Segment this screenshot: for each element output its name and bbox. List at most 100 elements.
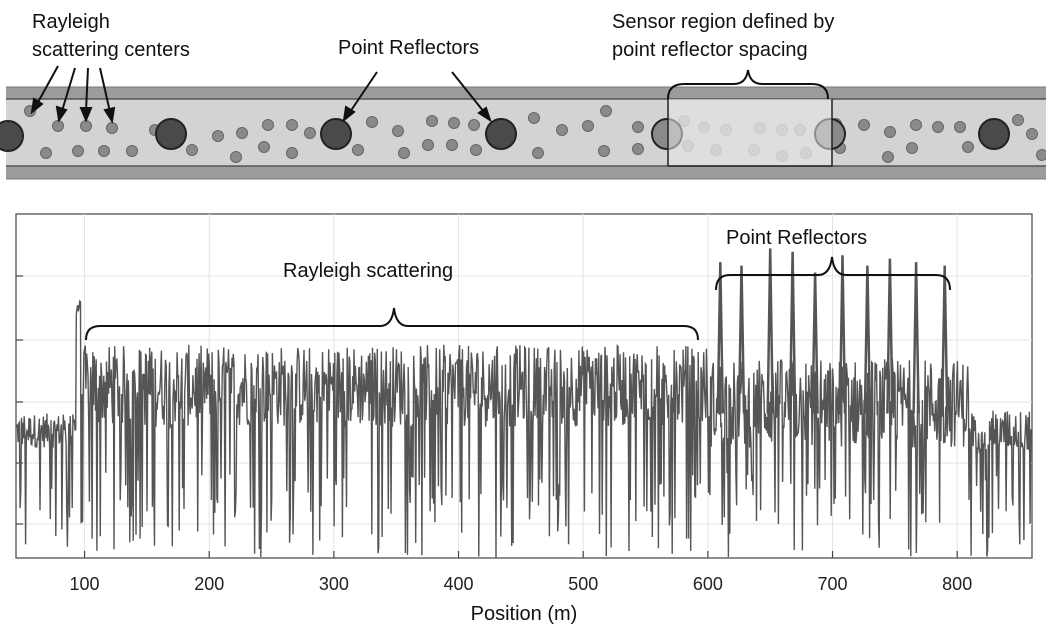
point-reflector-circle [0,120,24,152]
sensor-region-box [667,99,833,167]
scattering-center-dot [598,145,610,157]
reflector-peak [863,265,872,414]
scattering-center-dot [556,124,568,136]
scattering-center-dot [600,105,612,117]
reflector-peak [737,265,746,414]
x-tick-label: 700 [818,574,848,594]
x-tick-label: 600 [693,574,723,594]
point-reflectors-diagram [0,118,1010,152]
scattering-center-dot [906,142,918,154]
rayleigh-centers-label-1: Rayleigh [32,11,110,33]
reflector-peak [716,262,725,414]
scattering-center-dot [106,122,118,134]
reflector-peak [811,272,819,414]
sensor-region-shade [668,99,832,166]
reflector-peaks [716,248,949,414]
scattering-center-dot [532,147,544,159]
reflector-peak [886,258,894,414]
scattering-center-dot [258,141,270,153]
arrows [30,65,492,124]
scattering-center-dot [448,117,460,129]
point-reflectors-label: Point Reflectors [338,37,479,59]
scattering-center-dot [632,121,644,133]
scattering-center-dot [1012,114,1024,126]
scattering-center-dot [52,120,64,132]
arrow-rayleigh-3 [85,67,89,112]
arrow-reflector-1-head [342,105,356,123]
reflector-peak [940,265,949,414]
scattering-center-dot [858,119,870,131]
point-reflector-circle [320,118,352,150]
arrow-rayleigh-1 [36,65,59,105]
scattering-center-dot [286,119,298,131]
reflector-peak [838,255,847,414]
arrow-rayleigh-4 [99,67,111,113]
arrow-reflector-2 [451,71,485,113]
scattering-center-dot [632,143,644,155]
scattering-center-dot [426,115,438,127]
reflector-peak [766,248,774,414]
fiber-diagram: Rayleigh scattering centers Point Reflec… [0,11,1046,180]
scattering-center-dot [352,144,364,156]
scattering-center-dot [262,119,274,131]
scattering-center-dot [230,151,242,163]
point-reflectors-plot-label: Point Reflectors [726,227,867,249]
sensor-region-bracket [667,69,829,100]
reflector-peak [788,251,797,414]
sensor-region-label-2: point reflector spacing [612,39,808,61]
reflector-brace [715,256,951,291]
scattering-center-dot [72,145,84,157]
scattering-center-dot [582,120,594,132]
point-reflector-circle [485,118,517,150]
rayleigh-centers-label-2: scattering centers [32,39,190,61]
x-tick-label: 400 [444,574,474,594]
x-tick-label: 300 [319,574,349,594]
backscatter-plot: Rayleigh scattering Point Reflectors 100… [15,213,1033,625]
rayleigh-scattering-label: Rayleigh scattering [283,260,453,282]
x-tick-label: 100 [70,574,100,594]
scattering-center-dot [212,130,224,142]
scattering-center-dot [884,126,896,138]
scattering-center-dot [398,147,410,159]
scattering-center-dot [40,147,52,159]
arrow-rayleigh-4-head [103,106,116,124]
scattering-center-dot [366,116,378,128]
scattering-center-dot [528,112,540,124]
scattering-center-dot [126,145,138,157]
scattering-center-dot [422,139,434,151]
arrow-rayleigh-3-head [79,107,93,123]
sensor-region-label-1: Sensor region defined by [612,11,834,33]
backscatter-trace [15,299,1033,558]
scattering-center-dot [186,144,198,156]
scattering-center-dot [882,151,894,163]
scattering-center-dot [286,147,298,159]
x-axis-ticks: 100 200 300 400 500 600 700 800 [70,551,972,594]
arrow-rayleigh-2 [61,67,76,112]
y-tick-marks [16,275,23,525]
arrow-reflector-1 [349,71,378,113]
scattering-center-dot [954,121,966,133]
x-tick-label: 800 [942,574,972,594]
scattering-center-dot [932,121,944,133]
scattering-center-dot [468,119,480,131]
scattering-center-dot [392,125,404,137]
x-axis-label: Position (m) [471,603,578,625]
fiber-outer-bottom [6,166,1046,179]
scattering-center-dot [470,144,482,156]
scattering-center-dot [962,141,974,153]
point-reflector-circle [155,118,187,150]
fiber-outer-top [6,87,1046,99]
scattering-center-dot [910,119,922,131]
arrow-rayleigh-1-head [30,97,44,115]
scattering-center-dot [1026,128,1038,140]
point-reflector-circle [978,118,1010,150]
arrow-reflector-2-head [477,106,492,123]
scattering-center-dot [1036,149,1046,161]
scattering-center-dot [446,139,458,151]
rayleigh-brace [85,307,699,341]
scattering-center-dot [304,127,316,139]
scattering-center-dot [98,145,110,157]
x-tick-label: 200 [194,574,224,594]
arrow-rayleigh-2-head [55,105,68,123]
